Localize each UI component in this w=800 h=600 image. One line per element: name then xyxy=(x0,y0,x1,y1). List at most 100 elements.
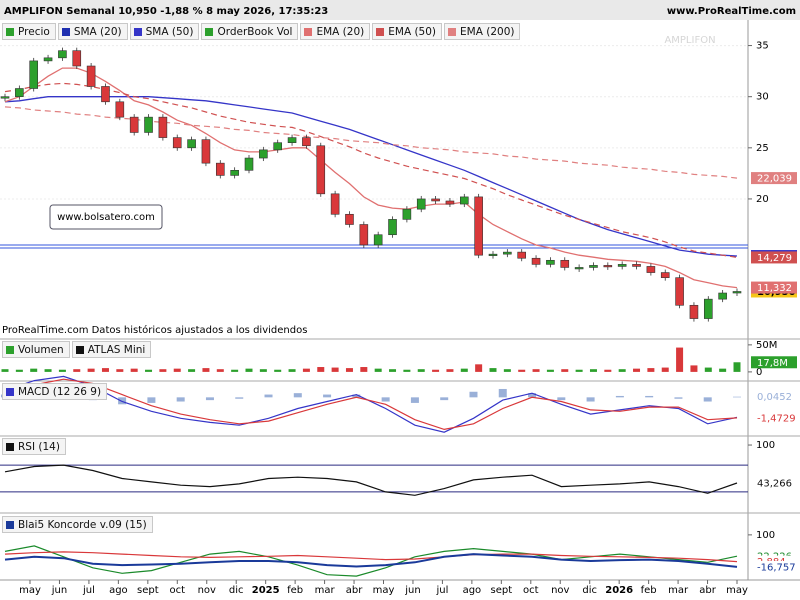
histogram-bar xyxy=(205,397,214,401)
legend-label: EMA (50) xyxy=(388,25,437,38)
legend-swatch xyxy=(6,387,14,396)
legend-swatch xyxy=(61,27,70,36)
volume-bar xyxy=(503,369,511,372)
last-value-box xyxy=(751,560,797,573)
volume-bar xyxy=(73,369,81,372)
legend-label: EMA (200) xyxy=(460,25,515,38)
histogram-bar xyxy=(147,397,156,403)
volume-bar xyxy=(561,369,569,372)
legend-item: RSI (14) xyxy=(2,438,66,455)
x-tick-label: may xyxy=(19,585,41,596)
x-tick-label: oct xyxy=(170,585,186,596)
candle xyxy=(517,251,527,259)
legend-swatch xyxy=(6,520,14,529)
histogram-bar xyxy=(410,397,419,403)
histogram-bar xyxy=(645,395,654,398)
volume-bar xyxy=(374,368,382,372)
volume-bar xyxy=(475,364,483,372)
x-tick-label: ago xyxy=(109,585,128,596)
legend-swatch xyxy=(448,27,457,36)
last-value-label: -16,757 xyxy=(757,562,796,573)
volume-bar xyxy=(589,369,597,372)
x-tick-label: nov xyxy=(551,585,569,596)
legend-item: OrderBook Vol xyxy=(201,23,299,40)
volume-bar xyxy=(575,369,583,372)
x-tick-label: 2026 xyxy=(605,585,633,596)
volume-bar xyxy=(546,369,554,372)
watermark: AMPLIFON xyxy=(664,35,715,46)
x-tick-label: abr xyxy=(346,585,363,596)
legend: MACD (12 26 9) xyxy=(2,383,108,400)
volume-bar xyxy=(360,367,368,372)
histogram-bar xyxy=(528,393,537,398)
volume-bar xyxy=(202,368,210,372)
volume-bar xyxy=(460,368,468,372)
x-tick-label: jul xyxy=(435,585,448,596)
legend-swatch xyxy=(75,345,84,354)
candle xyxy=(589,265,598,268)
legend: RSI (14) xyxy=(2,438,66,455)
volume-bar xyxy=(130,368,138,372)
last-value-label: 17,8M xyxy=(757,358,788,369)
candle xyxy=(259,149,268,159)
volume-bar xyxy=(159,369,167,372)
volume-bar xyxy=(733,362,741,372)
legend-swatch xyxy=(6,27,14,36)
volume-bar xyxy=(188,369,196,372)
histogram-bar xyxy=(440,397,449,401)
legend-label: SMA (50) xyxy=(145,25,194,38)
x-tick-label: sept xyxy=(491,585,513,596)
y-tick-label: 30 xyxy=(756,92,769,103)
last-value-label: 14,279 xyxy=(757,253,792,264)
legend-swatch xyxy=(304,27,313,36)
candle xyxy=(703,298,713,319)
histogram-bar xyxy=(176,397,185,402)
last-value-box xyxy=(751,390,797,403)
legend-item: SMA (20) xyxy=(57,23,128,40)
y-tick-label: 50M xyxy=(756,340,777,351)
x-tick-label: may xyxy=(726,585,748,596)
last-value-label: 0,0452 xyxy=(757,392,792,403)
volume-bar xyxy=(245,368,253,372)
volume-bar xyxy=(1,369,9,372)
candle xyxy=(402,208,412,220)
legend-label: ATLAS Mini xyxy=(87,343,146,356)
candle xyxy=(330,193,340,215)
volume-bar xyxy=(87,368,95,372)
header-bar xyxy=(0,0,800,20)
volume-bar xyxy=(403,369,411,372)
volume-bar xyxy=(661,367,669,372)
y-tick-label: 0 xyxy=(756,367,762,378)
candle xyxy=(416,198,426,210)
candle xyxy=(129,116,139,133)
volume-bar xyxy=(44,369,52,372)
legend: Blai5 Koncorde v.09 (15) xyxy=(2,516,153,533)
candle xyxy=(560,259,570,268)
legend-item: Precio xyxy=(2,23,56,40)
histogram-bar xyxy=(703,397,712,402)
candle xyxy=(617,264,627,267)
histogram-bar xyxy=(674,397,683,399)
x-tick-label: ago xyxy=(463,585,482,596)
candle xyxy=(287,137,297,144)
x-tick-label: may xyxy=(373,585,395,596)
candle xyxy=(459,196,469,205)
legend-item: Volumen xyxy=(2,341,70,358)
x-tick-label: mar xyxy=(668,585,689,596)
last-value-box xyxy=(751,411,797,424)
indicator-line xyxy=(4,96,738,257)
volume-bar xyxy=(604,369,612,372)
x-tick-label: nov xyxy=(198,585,216,596)
candle xyxy=(445,200,455,205)
legend-label: MACD (12 26 9) xyxy=(18,385,102,398)
volume-bar xyxy=(15,369,23,372)
candle xyxy=(503,251,512,255)
volume-bar xyxy=(676,347,684,372)
legend-item: MACD (12 26 9) xyxy=(2,383,108,400)
candle xyxy=(43,57,53,62)
candle xyxy=(15,88,24,97)
candle xyxy=(546,259,555,265)
x-tick-label: abr xyxy=(699,585,716,596)
